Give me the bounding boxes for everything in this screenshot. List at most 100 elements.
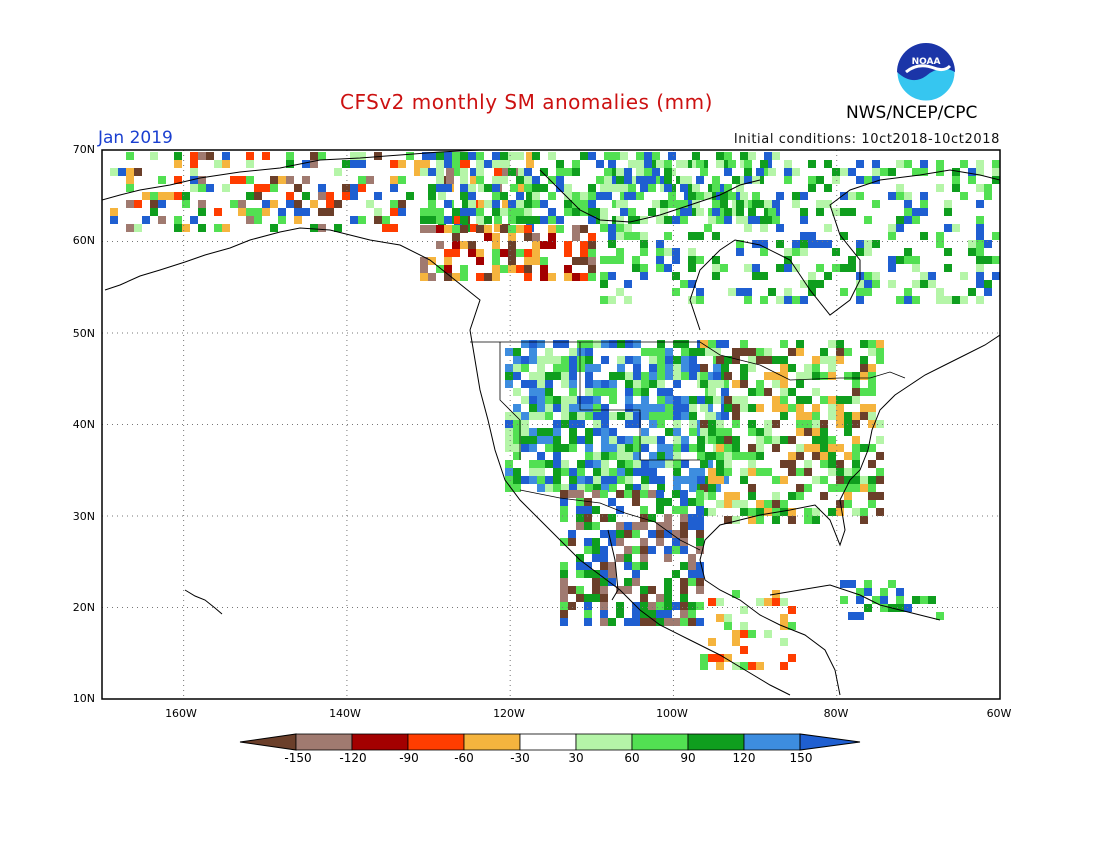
anomaly-cell: [776, 264, 784, 272]
anomaly-cell: [689, 356, 697, 364]
anomaly-cell: [800, 216, 808, 224]
anomaly-cell: [860, 444, 868, 452]
anomaly-cell: [568, 586, 576, 594]
anomaly-cell: [608, 562, 616, 570]
anomaly-cell: [632, 570, 640, 578]
anomaly-cell: [648, 586, 656, 594]
anomaly-cell: [772, 396, 780, 404]
anomaly-cell: [712, 176, 720, 184]
anomaly-cell: [600, 530, 608, 538]
anomaly-cell: [561, 356, 569, 364]
anomaly-cell: [704, 192, 712, 200]
anomaly-cell: [700, 420, 708, 428]
anomaly-cell: [696, 288, 704, 296]
anomaly-cell: [198, 184, 206, 192]
anomaly-cell: [681, 348, 689, 356]
anomaly-cell: [625, 436, 633, 444]
anomaly-cell: [828, 372, 836, 380]
anomaly-cell: [278, 176, 286, 184]
anomaly-cell: [780, 508, 788, 516]
anomaly-cell: [868, 364, 876, 372]
anomaly-cell: [665, 452, 673, 460]
anomaly-cell: [625, 356, 633, 364]
anomaly-cell: [460, 168, 468, 176]
anomaly-cell: [494, 168, 502, 176]
anomaly-cell: [633, 452, 641, 460]
anomaly-cell: [740, 500, 748, 508]
anomaly-cell: [500, 176, 508, 184]
anomaly-cell: [780, 356, 788, 364]
anomaly-cell: [580, 249, 588, 257]
anomaly-cell: [601, 412, 609, 420]
anomaly-cell: [968, 288, 976, 296]
anomaly-cell: [689, 372, 697, 380]
anomaly-cell: [484, 273, 492, 281]
anomaly-cell: [540, 257, 548, 265]
anomaly-cell: [358, 176, 366, 184]
anomaly-cell: [576, 506, 584, 514]
anomaly-cell: [513, 412, 521, 420]
anomaly-cell: [656, 506, 664, 514]
anomaly-cell: [326, 200, 334, 208]
anomaly-cell: [505, 428, 513, 436]
anomaly-cell: [592, 586, 600, 594]
anomaly-cell: [752, 216, 760, 224]
anomaly-cell: [912, 168, 920, 176]
anomaly-cell: [708, 216, 716, 224]
anomaly-cell: [724, 460, 732, 468]
anomaly-cell: [492, 241, 500, 249]
anomaly-cell: [537, 428, 545, 436]
anomaly-cell: [633, 460, 641, 468]
anomaly-cell: [617, 340, 625, 348]
anomaly-cell: [600, 594, 608, 602]
anomaly-cell: [420, 273, 428, 281]
colorbar-segment: [631, 733, 689, 751]
anomaly-cell: [724, 444, 732, 452]
anomaly-cell: [848, 580, 856, 588]
anomaly-cell: [716, 598, 724, 606]
colorbar-segment: [351, 733, 409, 751]
anomaly-cell: [580, 152, 588, 160]
anomaly-cell: [584, 618, 592, 626]
anomaly-cell: [636, 160, 644, 168]
colorbar-segment: [687, 733, 745, 751]
anomaly-cell: [262, 208, 270, 216]
anomaly-cell: [580, 241, 588, 249]
anomaly-cell: [824, 224, 832, 232]
anomaly-cell: [673, 364, 681, 372]
anomaly-cell: [796, 340, 804, 348]
anomaly-cell: [780, 364, 788, 372]
anomaly-cell: [689, 428, 697, 436]
anomaly-cell: [708, 348, 716, 356]
anomaly-cell: [500, 152, 508, 160]
anomaly-cell: [912, 596, 920, 604]
anomaly-cell: [780, 380, 788, 388]
anomaly-cell: [856, 288, 864, 296]
anomaly-cell: [513, 476, 521, 484]
anomaly-cell: [524, 216, 532, 224]
anomaly-cell: [820, 452, 828, 460]
anomaly-cell: [632, 618, 640, 626]
anomaly-cell: [577, 348, 585, 356]
anomaly-cell: [752, 192, 760, 200]
anomaly-cell: [537, 396, 545, 404]
anomaly-cell: [697, 452, 705, 460]
anomaly-cell: [577, 420, 585, 428]
anomaly-cell: [992, 272, 1000, 280]
anomaly-cell: [553, 436, 561, 444]
anomaly-cell: [772, 404, 780, 412]
anomaly-cell: [420, 257, 428, 265]
anomaly-cell: [158, 200, 166, 208]
anomaly-cell: [518, 184, 526, 192]
anomaly-cell: [640, 240, 648, 248]
anomaly-cell: [560, 562, 568, 570]
anomaly-cell: [656, 216, 664, 224]
anomaly-cell: [222, 152, 230, 160]
anomaly-cell: [664, 264, 672, 272]
anomaly-cell: [672, 570, 680, 578]
anomaly-cell: [648, 546, 656, 554]
anomaly-cell: [505, 484, 513, 492]
anomaly-cell: [438, 192, 446, 200]
anomaly-cell: [657, 452, 665, 460]
anomaly-cell: [844, 396, 852, 404]
